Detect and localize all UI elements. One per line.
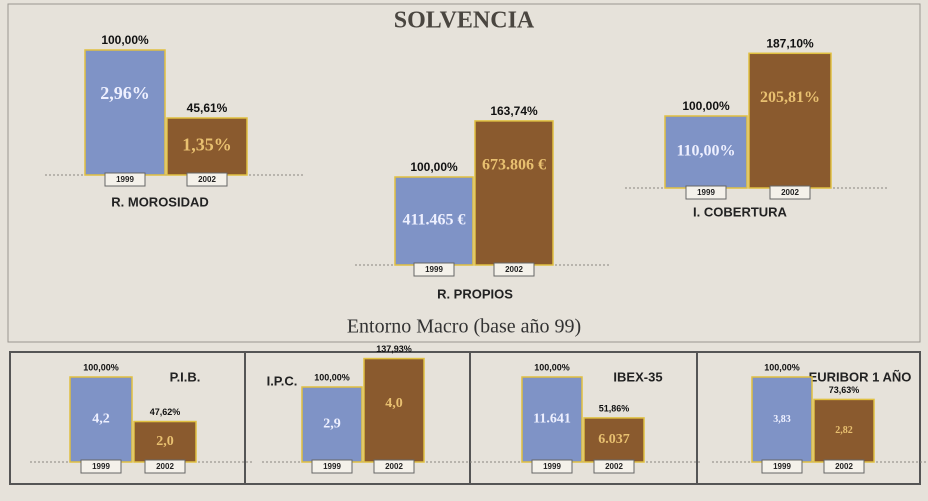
macro-frame xyxy=(9,351,921,485)
bar xyxy=(664,115,748,189)
bar-text: 673.806 € xyxy=(482,157,546,174)
category-box xyxy=(685,185,727,200)
bar xyxy=(301,386,363,463)
category-box xyxy=(531,459,573,474)
main-title: SOLVENCIA xyxy=(394,8,535,34)
category-box xyxy=(104,172,146,187)
category-label: 1999 xyxy=(116,175,134,184)
value-label: 100,00% xyxy=(534,362,570,372)
value-label: 187,10% xyxy=(766,36,814,50)
value-label: 100,00% xyxy=(314,372,350,382)
category-box xyxy=(373,459,415,474)
category-box xyxy=(186,172,228,187)
bar xyxy=(813,398,875,463)
bar xyxy=(748,52,832,189)
value-label: 45,61% xyxy=(187,101,228,115)
value-label: 137,93% xyxy=(376,344,412,354)
section-title: Entorno Macro (base año 99) xyxy=(347,316,581,338)
value-label: 100,00% xyxy=(410,160,458,174)
bar xyxy=(133,420,197,463)
bar-text: 4,0 xyxy=(385,396,403,411)
chart-title: R. PROPIOS xyxy=(437,286,513,301)
category-label: 2002 xyxy=(605,462,623,471)
category-label: 2002 xyxy=(505,265,523,274)
category-label: 1999 xyxy=(323,462,341,471)
category-box xyxy=(823,459,865,474)
chart-title: R. MOROSIDAD xyxy=(111,194,209,209)
value-label: 163,74% xyxy=(490,104,538,118)
value-label: 100,00% xyxy=(83,362,119,372)
category-box xyxy=(80,459,122,474)
category-label: 2002 xyxy=(781,188,799,197)
value-label: 47,62% xyxy=(150,407,181,417)
bar-text: 2,9 xyxy=(323,417,341,432)
category-box xyxy=(144,459,186,474)
chart-title: I. COBERTURA xyxy=(693,204,788,219)
category-label: 1999 xyxy=(92,462,110,471)
category-box xyxy=(769,185,811,200)
value-label: 100,00% xyxy=(682,99,730,113)
bar-text: 110,00% xyxy=(676,143,735,160)
category-label: 1999 xyxy=(425,265,443,274)
bar xyxy=(521,376,583,463)
chart-title: I.P.C. xyxy=(267,373,298,388)
bar xyxy=(474,120,554,266)
chart-title: EURIBOR 1 AÑO xyxy=(809,369,912,384)
value-label: 73,63% xyxy=(829,385,860,395)
category-label: 1999 xyxy=(773,462,791,471)
bar-text: 4,2 xyxy=(92,412,110,427)
bar-text: 11.641 xyxy=(533,412,571,427)
bar-text: 3,83 xyxy=(773,414,791,425)
bar xyxy=(583,417,645,463)
bar-text: 2,82 xyxy=(835,425,853,436)
bar-text: 2,96% xyxy=(100,83,150,103)
bar xyxy=(363,357,425,463)
bar-text: 2,0 xyxy=(156,434,174,449)
category-label: 2002 xyxy=(198,175,216,184)
top-frame xyxy=(7,3,921,343)
category-label: 2002 xyxy=(156,462,174,471)
category-box xyxy=(311,459,353,474)
category-label: 2002 xyxy=(385,462,403,471)
bar-text: 6.037 xyxy=(598,432,630,447)
category-box xyxy=(493,262,535,277)
value-label: 100,00% xyxy=(101,33,149,47)
chart-title: IBEX-35 xyxy=(613,369,662,384)
value-label: 100,00% xyxy=(764,362,800,372)
bar xyxy=(84,49,166,176)
chart-title: P.I.B. xyxy=(170,369,201,384)
category-label: 1999 xyxy=(697,188,715,197)
bar-text: 411.465 € xyxy=(402,212,465,229)
category-label: 2002 xyxy=(835,462,853,471)
bar xyxy=(751,376,813,463)
category-box xyxy=(593,459,635,474)
category-box xyxy=(761,459,803,474)
category-box xyxy=(413,262,455,277)
bar-text: 1,35% xyxy=(182,135,232,155)
bar-text: 205,81% xyxy=(760,89,820,106)
category-label: 1999 xyxy=(543,462,561,471)
value-label: 51,86% xyxy=(599,403,630,413)
